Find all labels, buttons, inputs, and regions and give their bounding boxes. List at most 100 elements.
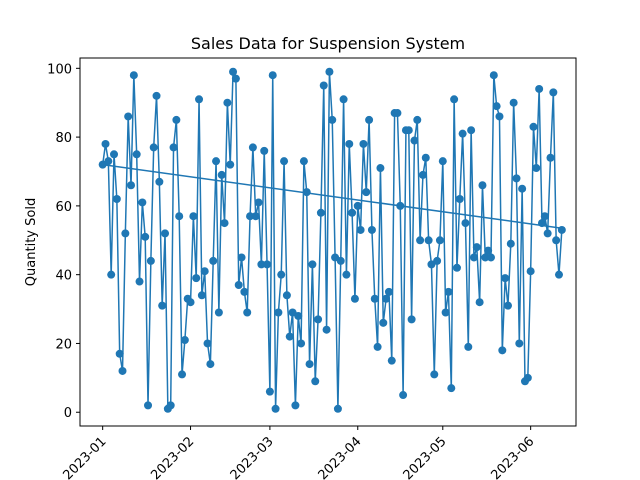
data-point	[316, 208, 325, 217]
data-point	[175, 212, 184, 221]
data-point	[512, 174, 521, 183]
data-point	[146, 256, 155, 265]
data-point	[234, 280, 243, 289]
data-point	[498, 346, 507, 355]
data-point	[291, 401, 300, 410]
data-point	[110, 150, 119, 159]
data-point	[268, 71, 277, 80]
data-point	[441, 308, 450, 317]
y-tick-label: 100	[47, 62, 72, 77]
data-point	[206, 360, 215, 369]
data-point	[144, 401, 153, 410]
data-point	[433, 256, 442, 265]
y-axis: 0 20 40 60 80 100	[47, 62, 80, 421]
data-point	[336, 256, 345, 265]
data-point	[200, 267, 209, 276]
data-point	[537, 219, 546, 228]
data-point	[152, 91, 161, 100]
data-point	[486, 253, 495, 262]
data-point	[492, 102, 501, 111]
data-point	[229, 67, 238, 76]
data-point	[418, 170, 427, 179]
data-point	[469, 253, 478, 262]
data-point	[552, 236, 561, 245]
data-point	[444, 287, 453, 296]
data-point	[384, 287, 393, 296]
data-point	[365, 115, 374, 124]
data-point	[158, 301, 167, 310]
data-point	[523, 373, 532, 382]
data-point	[180, 336, 189, 345]
data-point	[314, 315, 323, 324]
chart-title: Sales Data for Suspension System	[191, 34, 465, 53]
data-point	[438, 157, 447, 166]
data-point	[195, 95, 204, 104]
data-point	[277, 270, 286, 279]
data-point	[421, 153, 430, 162]
data-point	[260, 146, 269, 155]
data-point	[127, 181, 136, 190]
data-point	[214, 308, 223, 317]
data-point	[104, 157, 113, 166]
data-point	[430, 370, 439, 379]
data-point	[274, 308, 283, 317]
data-point	[345, 139, 354, 148]
plot-area	[98, 67, 566, 413]
data-point	[367, 225, 376, 234]
data-point	[212, 157, 221, 166]
data-point	[328, 115, 337, 124]
data-point	[280, 157, 289, 166]
data-point	[452, 263, 461, 272]
data-point	[172, 115, 181, 124]
plot-frame	[79, 57, 577, 427]
data-point	[506, 239, 515, 248]
data-point	[203, 339, 212, 348]
data-point	[489, 71, 498, 80]
data-point	[121, 229, 130, 238]
data-point	[543, 229, 552, 238]
data-point	[155, 177, 164, 186]
data-point	[294, 311, 303, 320]
data-point	[189, 212, 198, 221]
data-point	[166, 401, 175, 410]
data-point	[132, 150, 141, 159]
data-point	[557, 225, 566, 234]
data-point	[217, 170, 226, 179]
data-point	[271, 404, 280, 413]
data-point	[223, 98, 232, 107]
y-tick-label: 80	[55, 131, 72, 146]
data-point	[413, 115, 422, 124]
data-point	[447, 384, 456, 393]
data-point	[503, 301, 512, 310]
data-point	[339, 95, 348, 104]
data-point	[161, 229, 170, 238]
data-point	[356, 225, 365, 234]
data-point	[478, 181, 487, 190]
data-point	[359, 139, 368, 148]
data-point	[362, 188, 371, 197]
data-point	[115, 349, 124, 358]
data-point	[472, 243, 481, 252]
data-point	[297, 339, 306, 348]
data-point	[243, 308, 252, 317]
data-point	[467, 126, 476, 135]
data-point	[393, 109, 402, 118]
data-point	[257, 260, 266, 269]
data-point	[325, 67, 334, 76]
data-point	[379, 318, 388, 327]
data-point	[348, 208, 357, 217]
data-point	[254, 198, 263, 207]
data-point	[220, 219, 229, 228]
data-point	[333, 404, 342, 413]
data-point	[135, 277, 144, 286]
data-point	[285, 332, 294, 341]
y-tick-label: 20	[55, 337, 72, 352]
data-point	[248, 143, 257, 152]
data-point	[319, 81, 328, 90]
data-point	[308, 260, 317, 269]
data-point	[546, 153, 555, 162]
data-point	[263, 260, 272, 269]
data-point	[118, 366, 127, 375]
data-point	[370, 294, 379, 303]
data-point	[129, 71, 138, 80]
